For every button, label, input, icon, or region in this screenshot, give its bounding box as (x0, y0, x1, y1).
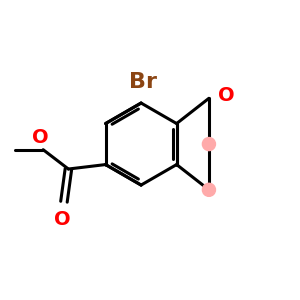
Circle shape (202, 183, 215, 196)
Text: O: O (218, 86, 235, 105)
Text: O: O (32, 128, 49, 147)
Text: Br: Br (130, 72, 158, 92)
Text: O: O (54, 210, 71, 229)
Circle shape (202, 137, 215, 151)
